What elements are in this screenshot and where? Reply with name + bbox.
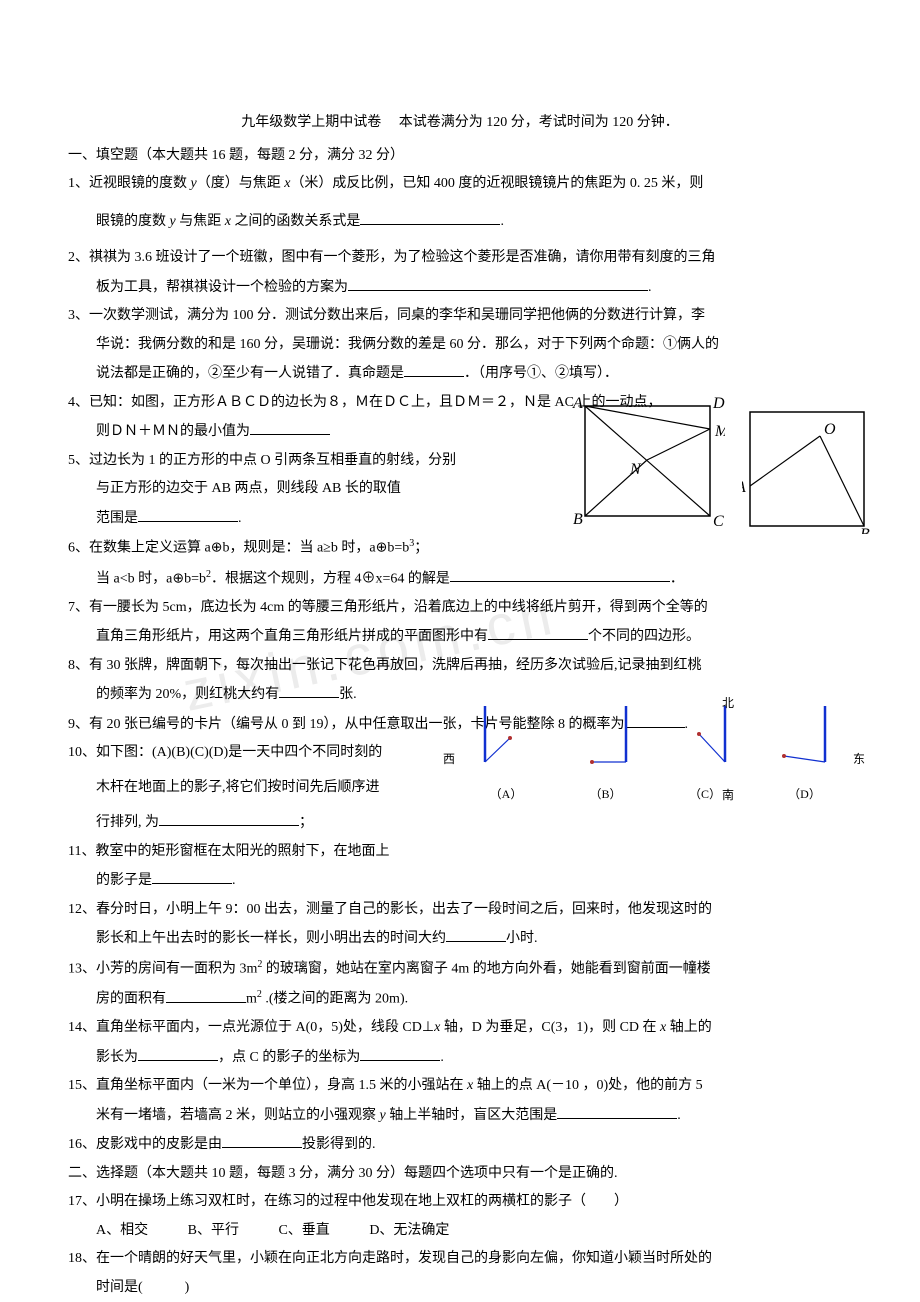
opt-a: A、相交 <box>96 1218 148 1245</box>
q6: 6、在数集上定义运算 a⊕b，规则是：当 a≥b 时，a⊕b=b3； <box>68 534 852 562</box>
south-label: 南 <box>722 784 734 807</box>
q11-line2: 的影子是. <box>68 867 852 894</box>
q12: 12、春分时日，小明上午 9：00 出去，测量了自己的影长，出去了一段时间之后，… <box>68 897 852 924</box>
q17-opts: A、相交 B、平行 C、垂直 D、无法确定 <box>68 1218 852 1245</box>
north-label: 北 <box>722 692 734 715</box>
blank <box>138 1044 218 1061</box>
svg-text:M: M <box>714 423 725 440</box>
q3-line3: 说法都是正确的，②至少有一人说错了．真命题是．（用序号①、②填写）． <box>68 360 852 387</box>
opt-b: B、平行 <box>188 1218 239 1245</box>
blank <box>404 360 464 377</box>
blank <box>166 986 246 1003</box>
svg-text:B: B <box>860 526 870 534</box>
q5-line2: 与正方形的边交于 AB 两点，则线段 AB 长的取值 <box>68 476 852 503</box>
shadow-a-icon <box>470 698 542 770</box>
svg-text:A: A <box>742 479 746 496</box>
blank <box>488 623 588 640</box>
west-label: 西 <box>443 748 455 771</box>
blank <box>222 1131 302 1148</box>
blank <box>159 809 299 826</box>
q14: 14、直角坐标平面内，一点光源位于 A(0，5)处，线段 CD⊥x 轴，D 为垂… <box>68 1015 852 1042</box>
q4: 4、已知：如图，正方形ＡＢＣＤ的边长为８，Ｍ在ＤＣ上，且ＤＭ＝２，Ｎ是 AC 上… <box>68 390 852 417</box>
q5-line3: 范围是. <box>68 505 852 532</box>
panel-b: （B） <box>558 698 654 805</box>
q18-line2: 时间是( ) <box>68 1275 852 1302</box>
square-abcd-icon: A B C D M N <box>570 396 725 531</box>
q11: 11、教室中的矩形窗框在太阳光的照射下，在地面上 <box>68 839 852 866</box>
blank <box>446 925 506 942</box>
blank <box>138 505 238 522</box>
panel-a: （A） <box>458 698 554 805</box>
blank <box>360 1044 440 1061</box>
q4-line2: 则ＤＮ＋ＭＮ的最小值为 <box>68 418 852 445</box>
q7: 7、有一腰长为 5cm，底边长为 4cm 的等腰三角形纸片，沿着底边上的中线将纸… <box>68 595 852 622</box>
svg-text:A: A <box>572 396 583 412</box>
q5: 5、过边长为 1 的正方形的中点 O 引两条互相垂直的射线，分别 <box>68 448 852 475</box>
q13: 13、小芳的房间有一面积为 3m2 的玻璃窗，她站在室内离窗子 4m 的地方向外… <box>68 955 852 983</box>
blank <box>152 867 232 884</box>
panel-d: （D） <box>757 698 853 805</box>
svg-text:N: N <box>629 461 642 478</box>
q15: 15、直角坐标平面内（一米为一个单位），身高 1.5 米的小强站在 x 轴上的点… <box>68 1073 852 1100</box>
q13-line2: 房的面积有m2 .(楼之间的距离为 20m). <box>68 985 852 1013</box>
header: 九年级数学上期中试卷 本试卷满分为 120 分，考试时间为 120 分钟． <box>68 110 852 137</box>
q18: 18、在一个晴朗的好天气里，小颖在向正北方向走路时，发现自己的身影向左偏，你知道… <box>68 1246 852 1273</box>
panel-c: （C） <box>657 698 753 805</box>
blank <box>348 274 648 291</box>
svg-text:B: B <box>573 511 583 528</box>
q1: 1、近视眼镜的度数 y（度）与焦距 x（米）成反比例，已知 400 度的近视眼镜… <box>68 171 852 198</box>
svg-text:C: C <box>713 513 724 530</box>
q16: 16、皮影戏中的皮影是由投影得到的. <box>68 1131 852 1158</box>
blank <box>450 565 670 582</box>
blank <box>360 208 500 225</box>
q17: 17、小明在操场上练习双杠时，在练习的过程中他发现在地上双杠的两横杠的影子（ ） <box>68 1189 852 1216</box>
q3: 3、一次数学测试，满分为 100 分．测试分数出来后，同桌的李华和吴珊同学把他俩… <box>68 303 852 330</box>
section2-title: 二、选择题（本大题共 10 题，每题 3 分，满分 30 分）每题四个选项中只有… <box>68 1161 852 1188</box>
q12-line2: 影长和上午出去时的影长一样长，则小明出去的时间大约小时. <box>68 925 852 952</box>
subtitle: 本试卷满分为 120 分，考试时间为 120 分钟． <box>399 115 679 130</box>
blank <box>250 418 330 435</box>
east-label: 东 <box>853 748 865 771</box>
section1-title: 一、填空题（本大题共 16 题，每题 2 分，满分 32 分） <box>68 143 852 170</box>
q6-line2: 当 a<b 时，a⊕b=b2．根据这个规则，方程 4⊕x=64 的解是． <box>68 565 852 593</box>
svg-text:O: O <box>824 421 836 438</box>
blank <box>279 681 339 698</box>
blank <box>557 1102 677 1119</box>
figure-q5: O A B <box>742 404 874 534</box>
shadow-d-icon <box>769 698 841 770</box>
title: 九年级数学上期中试卷 <box>241 115 381 130</box>
figure-q10: 北 西 东 南 （A） （B） （C） <box>458 698 866 818</box>
opt-d: D、无法确定 <box>369 1218 449 1245</box>
q3-line2: 华说：我俩分数的和是 160 分，吴珊说：我俩分数的差是 60 分．那么，对于下… <box>68 332 852 359</box>
square-oab-icon: O A B <box>742 404 874 534</box>
opt-c: C、垂直 <box>278 1218 329 1245</box>
q1-line2: 眼镜的度数 y 与焦距 x 之间的函数关系式是. <box>68 208 852 235</box>
shadow-b-icon <box>570 698 642 770</box>
svg-text:D: D <box>712 396 725 412</box>
q8: 8、有 30 张牌，牌面朝下，每次抽出一张记下花色再放回，洗牌后再抽，经历多次试… <box>68 653 852 680</box>
figure-q4: A B C D M N <box>570 396 725 531</box>
q2: 2、祺祺为 3.6 班设计了一个班徽，图中有一个菱形，为了检验这个菱形是否准确，… <box>68 245 852 272</box>
q15-line2: 米有一堵墙，若墙高 2 米，则站立的小强观察 y 轴上半轴时，盲区大范围是. <box>68 1102 852 1129</box>
q2-line2: 板为工具，帮祺祺设计一个检验的方案为. <box>68 274 852 301</box>
q7-line2: 直角三角形纸片，用这两个直角三角形纸片拼成的平面图形中有个不同的四边形。 <box>68 623 852 650</box>
q14-line2: 影长为，点 C 的影子的坐标为. <box>68 1044 852 1071</box>
